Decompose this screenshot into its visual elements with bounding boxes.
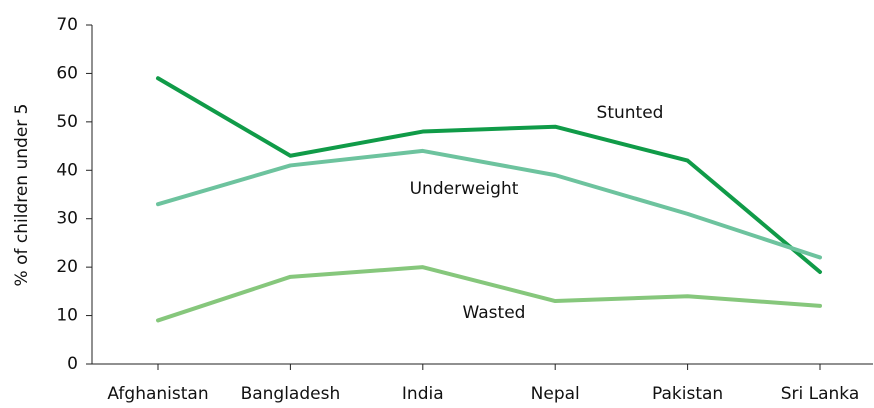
- y-tick-label: 0: [67, 354, 78, 374]
- series-label: Underweight: [410, 179, 519, 199]
- y-axis-label: % of children under 5: [12, 104, 32, 287]
- x-tick-label: Nepal: [531, 384, 580, 404]
- y-tick-label: 50: [56, 112, 78, 132]
- series-line: [156, 265, 822, 323]
- series-line: [156, 148, 822, 260]
- y-tick-label: 70: [56, 15, 78, 35]
- y-tick-label: 10: [56, 306, 78, 326]
- series-line: [156, 76, 822, 274]
- y-tick-label: 20: [56, 257, 78, 277]
- x-tick-label: India: [402, 384, 444, 404]
- y-tick-label: 60: [56, 63, 78, 83]
- series-label: Stunted: [597, 103, 664, 123]
- x-tick-label: Sri Lanka: [781, 384, 860, 404]
- x-tick-label: Afghanistan: [107, 384, 208, 404]
- y-tick-label: 40: [56, 160, 78, 180]
- x-tick-label: Pakistan: [652, 384, 723, 404]
- y-tick-label: 30: [56, 209, 78, 229]
- series-label: Wasted: [463, 303, 526, 323]
- x-tick-label: Bangladesh: [241, 384, 341, 404]
